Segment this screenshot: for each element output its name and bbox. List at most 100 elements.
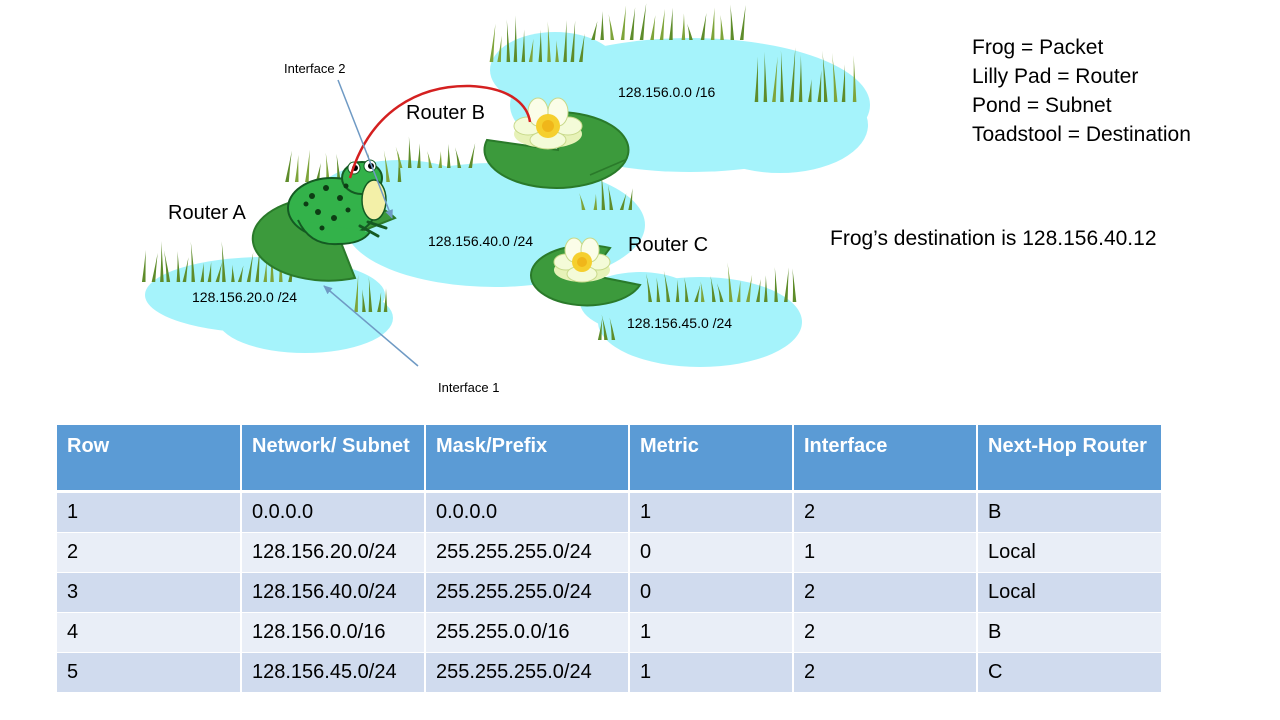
reed-icon xyxy=(200,262,205,282)
table-cell: 3 xyxy=(57,572,242,613)
header-mask-prefix: Mask/Prefix xyxy=(425,425,630,493)
subnet-label-128-156-45-0: 128.156.45.0 /24 xyxy=(627,315,733,331)
reed-icon xyxy=(783,267,789,302)
subnet-label-128-156-40-0: 128.156.40.0 /24 xyxy=(428,233,534,249)
reed-icon xyxy=(528,38,534,62)
router-a-label: Router A xyxy=(168,202,246,224)
reed-icon xyxy=(700,281,705,302)
table-cell: 255.255.255.0/24 xyxy=(425,532,630,573)
routing-table: Row Network/ Subnet Mask/Prefix Metric I… xyxy=(57,425,1161,693)
reed-icon xyxy=(601,314,608,340)
legend: Frog = Packet Lilly Pad = Router Pond = … xyxy=(972,33,1191,149)
reed-icon xyxy=(563,20,567,62)
reed-icon xyxy=(832,52,838,102)
table-cell: 128.156.20.0/24 xyxy=(241,532,426,573)
water-lily-flower-c-icon xyxy=(553,237,611,283)
table-cell: 128.156.45.0/24 xyxy=(241,652,426,693)
reed-icon xyxy=(681,13,686,40)
reed-icon xyxy=(700,13,707,40)
reed-icon xyxy=(163,249,171,282)
table-cell: 2 xyxy=(793,612,978,653)
table-cell: 0.0.0.0 xyxy=(425,491,630,533)
reed-icon xyxy=(305,149,310,182)
reed-icon xyxy=(579,192,586,210)
table-cell: Local xyxy=(977,532,1161,573)
table-cell: 0.0.0.0 xyxy=(241,491,426,533)
router-b-label: Router B xyxy=(406,102,485,124)
reed-icon xyxy=(506,19,511,63)
reed-icon xyxy=(336,153,341,182)
legend-item: Frog = Packet xyxy=(972,36,1104,59)
reed-icon xyxy=(772,56,778,102)
reed-icon xyxy=(237,265,244,282)
table-cell: 255.255.0.0/16 xyxy=(425,612,630,653)
table-cell: 2 xyxy=(793,491,978,533)
table-cell: 128.156.0.0/16 xyxy=(241,612,426,653)
header-network-subnet: Network/ Subnet xyxy=(241,425,426,493)
table-cell: 1 xyxy=(793,532,978,573)
reed-icon xyxy=(754,56,759,102)
reed-icon xyxy=(727,262,733,302)
packet-path-line xyxy=(348,84,532,179)
reed-icon xyxy=(417,143,421,168)
reed-icon xyxy=(780,50,784,102)
reed-icon xyxy=(555,40,559,62)
table-row: 2 128.156.20.0/24 255.255.255.0/24 0 1 L… xyxy=(57,532,1161,573)
reed-icon xyxy=(176,251,181,282)
reed-icon xyxy=(591,21,598,40)
table-cell: 2 xyxy=(793,572,978,613)
table-header-row: Row Network/ Subnet Mask/Prefix Metric I… xyxy=(57,425,1161,493)
reed-icon xyxy=(368,276,373,312)
header-metric: Metric xyxy=(629,425,794,493)
table-cell: Local xyxy=(977,572,1161,613)
reed-icon xyxy=(489,23,496,63)
reed-icon xyxy=(763,51,768,102)
table-row: 4 128.156.0.0/16 255.255.0.0/16 1 2 B xyxy=(57,612,1161,653)
reed-icon xyxy=(736,280,741,302)
reed-icon xyxy=(746,274,753,302)
reed-icon xyxy=(407,136,412,168)
table-cell: 2 xyxy=(793,652,978,693)
reed-icon xyxy=(521,29,526,62)
reed-icon xyxy=(468,143,476,168)
reed-icon xyxy=(650,15,656,41)
reed-icon xyxy=(646,273,653,302)
table-cell: 1 xyxy=(629,612,794,653)
reed-icon xyxy=(207,262,212,282)
reed-icon xyxy=(446,143,451,168)
reed-icon xyxy=(774,267,778,302)
reed-icon xyxy=(669,7,673,41)
reed-icon xyxy=(593,193,598,210)
lily-pad-router-b xyxy=(483,110,630,189)
reed-icon xyxy=(792,268,797,302)
reed-icon xyxy=(730,4,735,40)
table-row: 1 0.0.0.0 0.0.0.0 1 2 B xyxy=(57,491,1161,533)
frog-icon xyxy=(287,159,388,246)
header-next-hop-router: Next-Hop Router xyxy=(977,425,1161,493)
reed-icon xyxy=(739,4,746,40)
table-row: 3 128.156.40.0/24 255.255.255.0/24 0 2 L… xyxy=(57,572,1161,613)
reed-icon xyxy=(377,292,382,312)
reed-icon xyxy=(639,3,647,41)
water-lily-flower-b-icon xyxy=(513,97,583,150)
reed-icon xyxy=(852,55,857,102)
reed-icon xyxy=(263,260,267,282)
reed-icon xyxy=(675,279,680,302)
reed-icon xyxy=(822,50,828,102)
reed-icon xyxy=(315,162,321,182)
reed-icon xyxy=(710,275,716,302)
interface-2-label: Interface 2 xyxy=(284,61,346,76)
reed-icon xyxy=(687,23,693,40)
table-cell: C xyxy=(977,652,1161,693)
reed-icon xyxy=(607,184,614,210)
reed-icon xyxy=(659,8,665,40)
legend-item: Pond = Subnet xyxy=(972,94,1112,117)
table-cell: 2 xyxy=(57,532,242,573)
reed-icon xyxy=(497,35,502,62)
table-cell: B xyxy=(977,491,1161,533)
reed-icon xyxy=(325,152,330,182)
subnet-label-128-156-20-0: 128.156.20.0 /24 xyxy=(192,289,298,305)
reed-icon xyxy=(160,240,164,282)
reed-icon xyxy=(609,317,616,340)
reed-icon xyxy=(438,151,443,168)
